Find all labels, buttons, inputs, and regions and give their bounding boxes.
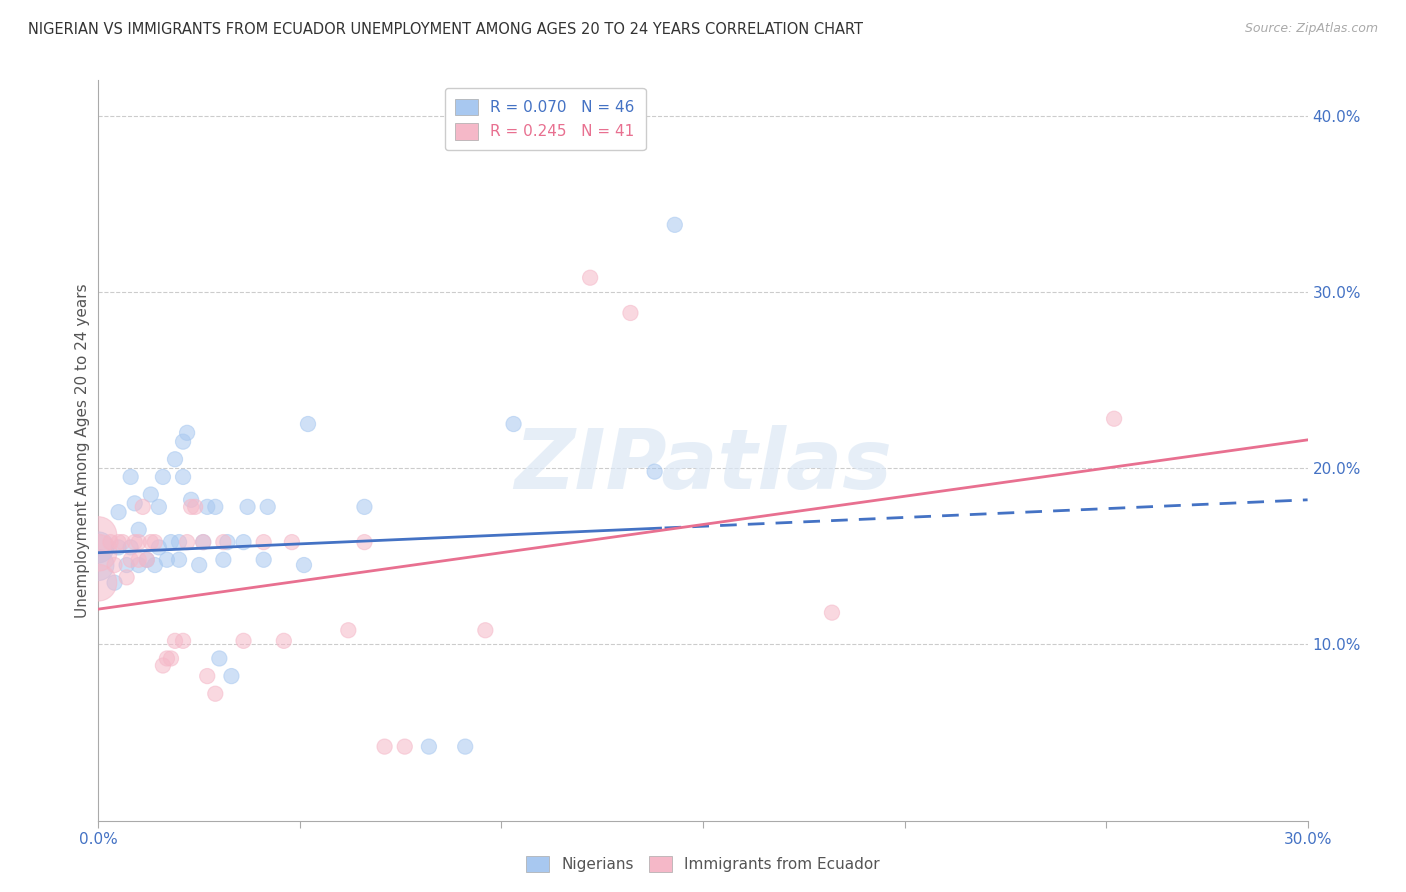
Point <box>156 651 179 665</box>
Point <box>167 553 190 567</box>
Legend: R = 0.070   N = 46, R = 0.245   N = 41: R = 0.070 N = 46, R = 0.245 N = 41 <box>444 88 645 150</box>
Point <box>107 541 129 555</box>
Point <box>128 535 150 549</box>
Point <box>193 535 215 549</box>
Point <box>128 523 150 537</box>
Point <box>195 669 218 683</box>
Point <box>579 270 602 285</box>
Point <box>281 535 304 549</box>
Legend: Nigerians, Immigrants from Ecuador: Nigerians, Immigrants from Ecuador <box>519 848 887 880</box>
Point <box>172 633 194 648</box>
Point <box>120 541 142 555</box>
Point <box>297 417 319 431</box>
Point <box>148 541 170 555</box>
Point <box>193 535 215 549</box>
Point <box>418 739 440 754</box>
Point <box>87 541 110 555</box>
Point <box>148 500 170 514</box>
Point <box>208 651 231 665</box>
Text: NIGERIAN VS IMMIGRANTS FROM ECUADOR UNEMPLOYMENT AMONG AGES 20 TO 24 YEARS CORRE: NIGERIAN VS IMMIGRANTS FROM ECUADOR UNEM… <box>28 22 863 37</box>
Point <box>156 553 179 567</box>
Point <box>253 553 276 567</box>
Point <box>139 535 162 549</box>
Point <box>292 558 315 572</box>
Point <box>821 606 844 620</box>
Point <box>353 500 375 514</box>
Point <box>176 425 198 440</box>
Point <box>353 535 375 549</box>
Point <box>87 528 110 542</box>
Point <box>188 558 211 572</box>
Point <box>454 739 477 754</box>
Point <box>176 535 198 549</box>
Point <box>204 500 226 514</box>
Point <box>184 500 207 514</box>
Point <box>128 558 150 572</box>
Point <box>115 558 138 572</box>
Point <box>172 470 194 484</box>
Point <box>143 535 166 549</box>
Y-axis label: Unemployment Among Ages 20 to 24 years: Unemployment Among Ages 20 to 24 years <box>75 283 90 618</box>
Point <box>163 452 186 467</box>
Point <box>374 739 396 754</box>
Point <box>87 546 110 560</box>
Point <box>236 500 259 514</box>
Point <box>107 505 129 519</box>
Point <box>644 465 666 479</box>
Point <box>474 624 496 638</box>
Point <box>394 739 416 754</box>
Point <box>100 535 122 549</box>
Point <box>107 535 129 549</box>
Point <box>221 669 243 683</box>
Point <box>111 535 134 549</box>
Point <box>256 500 278 514</box>
Point <box>163 633 186 648</box>
Point <box>120 553 142 567</box>
Point <box>167 535 190 549</box>
Point <box>160 651 183 665</box>
Point <box>103 558 125 572</box>
Point <box>143 558 166 572</box>
Point <box>115 570 138 584</box>
Point <box>172 434 194 449</box>
Point <box>253 535 276 549</box>
Point <box>124 535 146 549</box>
Point <box>139 487 162 501</box>
Text: ZIPatlas: ZIPatlas <box>515 425 891 506</box>
Point <box>160 535 183 549</box>
Point <box>502 417 524 431</box>
Point <box>232 633 254 648</box>
Point <box>232 535 254 549</box>
Point <box>120 470 142 484</box>
Point <box>128 553 150 567</box>
Point <box>1102 411 1125 425</box>
Point <box>204 687 226 701</box>
Point <box>273 633 295 648</box>
Point <box>152 658 174 673</box>
Point <box>212 535 235 549</box>
Point <box>337 624 360 638</box>
Point <box>152 470 174 484</box>
Point <box>87 558 110 572</box>
Point <box>132 500 155 514</box>
Point <box>180 492 202 507</box>
Point <box>103 575 125 590</box>
Point <box>135 553 157 567</box>
Point <box>180 500 202 514</box>
Point <box>212 553 235 567</box>
Text: Source: ZipAtlas.com: Source: ZipAtlas.com <box>1244 22 1378 36</box>
Point <box>87 575 110 590</box>
Point <box>124 496 146 510</box>
Point <box>664 218 686 232</box>
Point <box>195 500 218 514</box>
Point <box>619 306 641 320</box>
Point <box>135 553 157 567</box>
Point <box>217 535 239 549</box>
